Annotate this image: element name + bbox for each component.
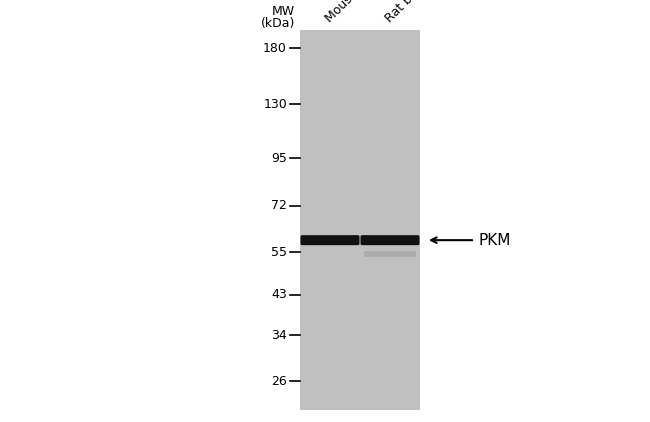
Bar: [300, 30, 420, 410]
Text: 43: 43: [271, 288, 287, 301]
Text: Mouse brain: Mouse brain: [323, 0, 386, 25]
Text: 55: 55: [271, 246, 287, 259]
FancyBboxPatch shape: [361, 235, 419, 245]
Text: (kDa): (kDa): [261, 17, 295, 30]
Text: MW: MW: [272, 5, 295, 18]
FancyBboxPatch shape: [364, 251, 416, 257]
FancyBboxPatch shape: [300, 235, 359, 245]
Text: Rat brain: Rat brain: [383, 0, 432, 25]
Text: 34: 34: [271, 329, 287, 341]
Text: 130: 130: [263, 97, 287, 111]
Text: 180: 180: [263, 42, 287, 54]
Text: 26: 26: [271, 375, 287, 388]
Text: 72: 72: [271, 199, 287, 212]
Text: 95: 95: [271, 151, 287, 165]
Text: PKM: PKM: [479, 233, 512, 248]
